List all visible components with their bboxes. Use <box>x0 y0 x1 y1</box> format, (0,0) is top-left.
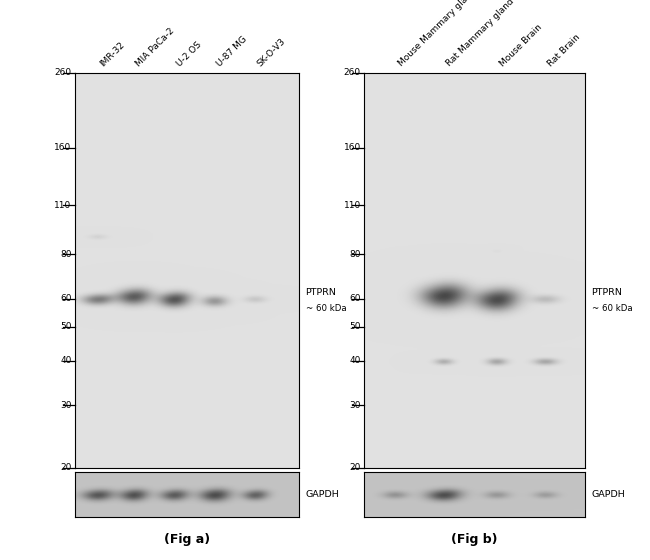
Text: 30: 30 <box>349 401 361 410</box>
Text: U-2 OS: U-2 OS <box>175 40 203 68</box>
Text: 50: 50 <box>349 322 361 331</box>
Text: 260: 260 <box>344 68 361 77</box>
Text: 260: 260 <box>55 68 72 77</box>
Text: 80: 80 <box>349 250 361 259</box>
Text: MIA PaCa-2: MIA PaCa-2 <box>135 26 176 68</box>
Text: 80: 80 <box>60 250 72 259</box>
Text: GAPDH: GAPDH <box>306 490 339 499</box>
Text: Mouse Brain: Mouse Brain <box>498 22 544 68</box>
Text: IMR-32: IMR-32 <box>99 40 127 68</box>
Text: PTPRN: PTPRN <box>592 288 623 297</box>
Text: SK-O-V3: SK-O-V3 <box>255 36 287 68</box>
Text: 60: 60 <box>349 294 361 303</box>
Text: 20: 20 <box>60 463 72 472</box>
Text: U-87 MG: U-87 MG <box>215 35 249 68</box>
Text: PTPRN: PTPRN <box>306 288 337 297</box>
Text: 160: 160 <box>343 143 361 152</box>
Text: 30: 30 <box>60 401 72 410</box>
Text: 160: 160 <box>54 143 72 152</box>
Text: (Fig a): (Fig a) <box>164 533 210 546</box>
Text: 40: 40 <box>60 356 72 366</box>
Text: GAPDH: GAPDH <box>592 490 625 499</box>
Text: 40: 40 <box>350 356 361 366</box>
Text: 20: 20 <box>350 463 361 472</box>
Text: Mouse Mammary gland: Mouse Mammary gland <box>396 0 477 68</box>
Text: 50: 50 <box>60 322 72 331</box>
Text: 60: 60 <box>60 294 72 303</box>
Text: (Fig b): (Fig b) <box>451 533 498 546</box>
Text: 110: 110 <box>343 200 361 209</box>
Text: 110: 110 <box>54 200 72 209</box>
Text: Rat Mammary gland: Rat Mammary gland <box>445 0 516 68</box>
Text: Rat Brain: Rat Brain <box>547 32 582 68</box>
Text: ~ 60 kDa: ~ 60 kDa <box>592 304 632 313</box>
Text: ~ 60 kDa: ~ 60 kDa <box>306 304 346 313</box>
